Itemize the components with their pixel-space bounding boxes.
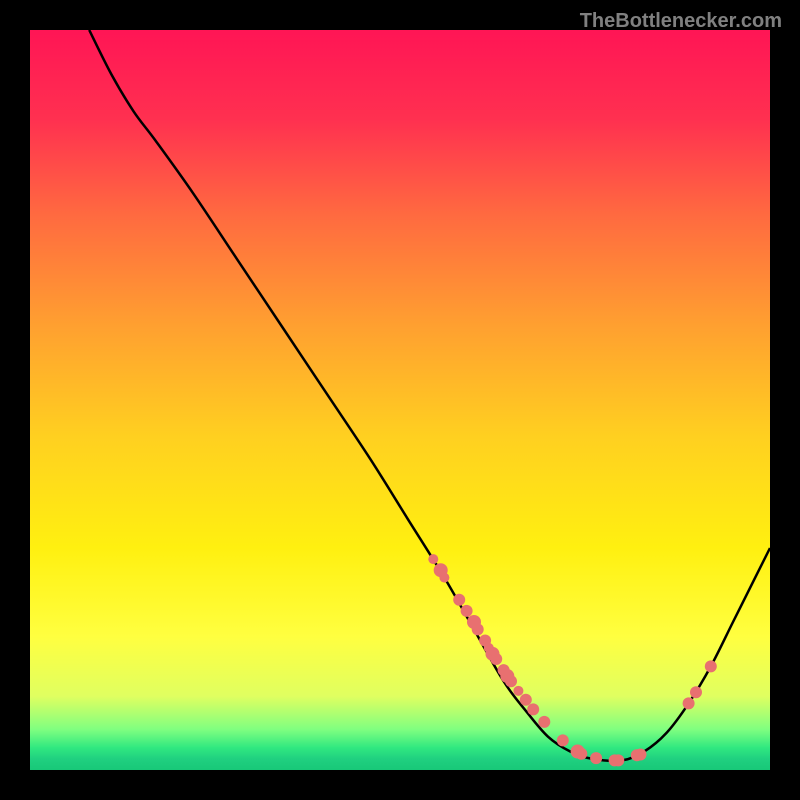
data-marker — [439, 573, 449, 583]
data-marker — [505, 675, 517, 687]
data-marker — [527, 703, 539, 715]
data-marker — [690, 686, 702, 698]
data-marker — [513, 686, 523, 696]
data-marker — [490, 653, 502, 665]
data-marker — [705, 660, 717, 672]
data-markers — [428, 554, 717, 766]
data-marker — [520, 694, 532, 706]
curve-layer — [30, 30, 770, 770]
bottleneck-curve — [89, 30, 770, 761]
data-marker — [428, 554, 438, 564]
data-marker — [557, 734, 569, 746]
watermark-text: TheBottlenecker.com — [580, 10, 782, 33]
data-marker — [575, 748, 587, 760]
data-marker — [590, 752, 602, 764]
data-marker — [453, 594, 465, 606]
data-marker — [461, 605, 473, 617]
data-marker — [538, 716, 550, 728]
data-marker — [612, 754, 624, 766]
plot-area — [30, 30, 770, 770]
data-marker — [635, 748, 647, 760]
data-marker — [683, 697, 695, 709]
data-marker — [472, 623, 484, 635]
